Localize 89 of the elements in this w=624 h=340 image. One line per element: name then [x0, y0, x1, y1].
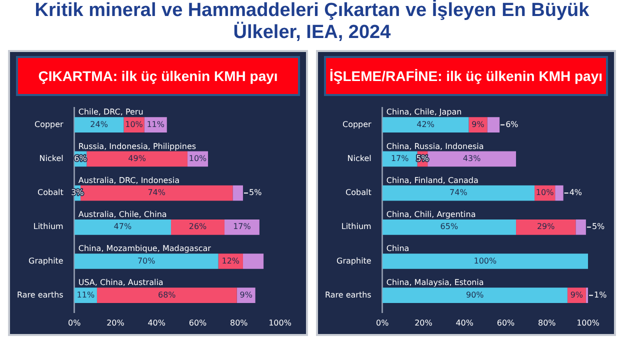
- annotation: China: [386, 244, 410, 254]
- bar: [382, 288, 568, 304]
- chart-title: İŞLEME/RAFİNE: ilk üç ülkenin KMH payı: [324, 56, 608, 96]
- data-label: 24%: [90, 120, 108, 129]
- bar: [96, 288, 237, 304]
- annotation: Russia, Indonesia, Philippines: [78, 142, 196, 151]
- x-tick-label: 80%: [230, 318, 248, 328]
- bar: [171, 219, 224, 235]
- data-label: 11%: [76, 290, 95, 300]
- data-label: 10%: [188, 154, 208, 164]
- y-tick-label: Lithium: [341, 222, 372, 232]
- bar: [242, 254, 264, 269]
- data-label: 74%: [148, 188, 166, 198]
- data-label: 26%: [188, 222, 208, 232]
- x-tick-label: 40%: [456, 318, 474, 328]
- data-label: 65%: [440, 222, 458, 232]
- data-label: 5%: [592, 222, 606, 232]
- annotation: China, Chile, Japan: [386, 108, 462, 117]
- x-tick-label: 60%: [496, 318, 516, 328]
- data-label: 5%: [248, 188, 262, 198]
- y-tick-label: Copper: [34, 120, 64, 129]
- bar: [428, 151, 516, 167]
- bar: [74, 254, 218, 269]
- bar: [576, 219, 586, 235]
- data-label: 9%: [472, 120, 485, 129]
- annotation: Chile, DRC, Peru: [78, 108, 144, 117]
- x-tick-label: 20%: [106, 318, 125, 328]
- y-tick-label: Graphite: [336, 256, 372, 266]
- annotation: Australia, Chile, China: [78, 210, 167, 219]
- text: Kritik mineral ve Hammaddeleri Çıkartan ve İşleyen En Büyük Ülkeler, IEA, 2024: [34, 0, 590, 45]
- data-label: 47%: [114, 222, 132, 232]
- data-label: 6%: [506, 120, 519, 129]
- annotation: China, Russia, Indonesia: [386, 142, 484, 151]
- annotation: USA, China, Australia: [78, 278, 164, 288]
- x-tick-label: 80%: [538, 318, 556, 328]
- bar: [86, 151, 188, 167]
- bar: [382, 185, 535, 201]
- y-tick-label: Rare earths: [324, 290, 372, 300]
- bar: [516, 219, 576, 235]
- x-tick-label: 100%: [576, 318, 600, 328]
- y-tick-label: Cobalt: [38, 188, 64, 198]
- chart-title: ÇIKARTMA: ilk üç ülkenin KMH payı: [16, 56, 300, 96]
- y-tick-label: Cobalt: [346, 188, 372, 198]
- x-tick-label: 40%: [148, 318, 166, 328]
- data-label: 12%: [222, 256, 240, 266]
- bar: [74, 219, 172, 235]
- data-label: 100%: [474, 256, 498, 266]
- bar: [382, 219, 516, 235]
- bar: [232, 185, 243, 201]
- data-label: 10%: [536, 188, 554, 198]
- data-label: 11%: [146, 120, 165, 129]
- y-tick-label: Lithium: [33, 222, 64, 232]
- data-label: 49%: [128, 154, 146, 164]
- data-label: 9%: [570, 290, 584, 300]
- bar: [487, 117, 500, 133]
- x-tick-label: 0%: [68, 318, 82, 328]
- bar: [555, 185, 564, 201]
- annotation: China, Chili, Argentina: [386, 210, 476, 219]
- bar: [74, 117, 124, 133]
- data-label: 90%: [466, 290, 484, 300]
- data-label: 43%: [462, 154, 482, 164]
- y-tick-label: Graphite: [28, 256, 64, 266]
- data-label: 9%: [240, 290, 253, 300]
- data-label: 17%: [390, 154, 410, 164]
- data-label: 74%: [450, 188, 468, 198]
- bar: [224, 219, 260, 235]
- data-label: 4%: [569, 188, 582, 198]
- x-tick-label: 100%: [268, 318, 292, 328]
- annotation: China, Finland, Canada: [386, 176, 478, 185]
- bar: [382, 254, 588, 269]
- data-label: 42%: [416, 120, 435, 129]
- y-tick-label: Nickel: [347, 154, 372, 164]
- data-label: 10%: [125, 120, 144, 129]
- data-label: 6%: [74, 154, 88, 164]
- annotation: China, Malaysia, Estonia: [386, 278, 484, 288]
- y-tick-label: Nickel: [39, 154, 64, 164]
- y-tick-label: Copper: [342, 120, 372, 129]
- annotation: China, Mozambique, Madagascar: [78, 244, 212, 254]
- data-label: 68%: [158, 290, 176, 300]
- bar: [382, 117, 469, 133]
- data-label: 17%: [233, 222, 252, 232]
- data-label: 70%: [137, 256, 156, 266]
- annotation: Australia, DRC, Indonesia: [78, 176, 180, 185]
- x-tick-label: 20%: [414, 318, 433, 328]
- data-label: 29%: [536, 222, 556, 232]
- data-label: 1%: [594, 290, 608, 300]
- x-tick-label: 60%: [188, 318, 208, 328]
- y-tick-label: Rare earths: [16, 290, 64, 300]
- x-tick-label: 0%: [376, 318, 390, 328]
